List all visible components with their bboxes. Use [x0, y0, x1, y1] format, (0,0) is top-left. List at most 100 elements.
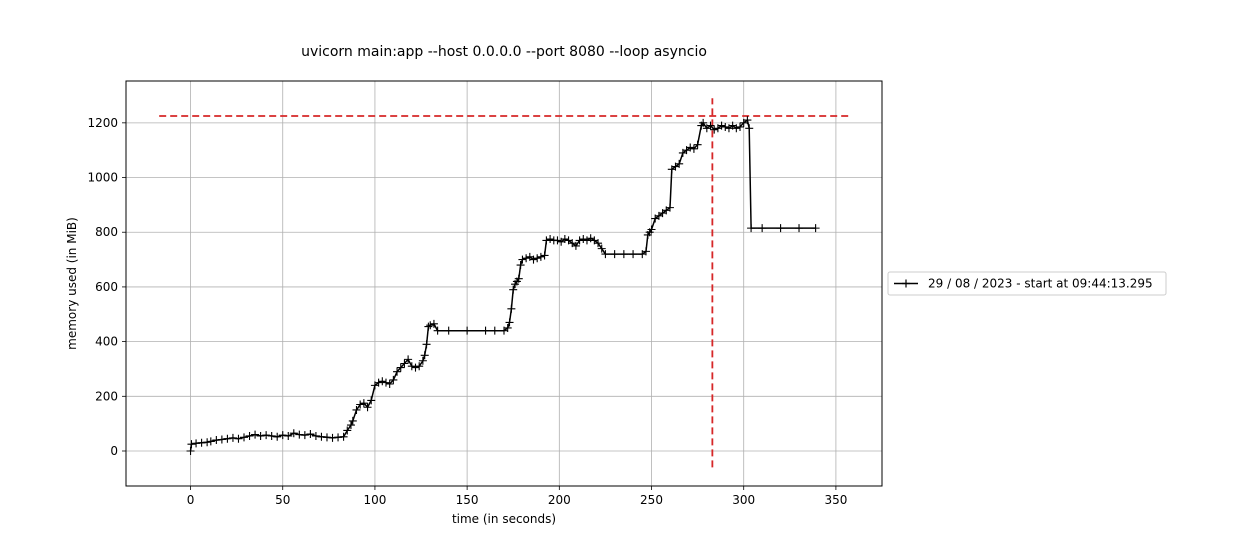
plot-area: 0 50 100 150 200 250 300 350 0 200 400 600 800 1000 1…	[87, 80, 883, 507]
data-point-marker	[529, 255, 538, 264]
legend: 29 / 08 / 2023 - start at 09:44:13.295	[887, 271, 1167, 296]
data-point-marker	[348, 416, 357, 425]
data-point-marker	[223, 434, 232, 443]
data-point-marker	[509, 285, 518, 294]
data-point-marker	[533, 254, 542, 263]
data-point-marker	[217, 435, 226, 444]
data-point-marker	[560, 235, 569, 244]
data-point-marker	[343, 426, 352, 435]
x-tick-label: 150	[456, 493, 479, 507]
data-point-marker	[240, 433, 249, 442]
data-point-marker	[381, 378, 390, 387]
data-point-marker	[747, 224, 756, 233]
axes-background	[126, 81, 882, 486]
data-point-marker	[187, 440, 196, 449]
data-point-marker	[758, 224, 767, 233]
data-point-marker	[647, 225, 656, 234]
data-point-marker	[186, 446, 195, 455]
data-point-marker	[710, 125, 719, 134]
data-point-marker	[426, 321, 435, 330]
data-point-marker	[546, 235, 555, 244]
data-point-marker	[553, 236, 562, 245]
data-point-marker	[400, 359, 409, 368]
data-point-marker	[463, 326, 472, 335]
data-point-marker	[717, 121, 726, 130]
data-point-marker	[367, 396, 376, 405]
data-point-marker	[311, 431, 320, 440]
data-point-marker	[776, 224, 785, 233]
data-point-marker	[699, 118, 708, 127]
data-point-marker	[811, 224, 820, 233]
chart-title: uvicorn main:app --host 0.0.0.0 --port 8…	[301, 44, 707, 60]
data-point-marker	[407, 362, 416, 371]
data-point-marker	[359, 399, 368, 408]
x-tick-label: 350	[824, 493, 847, 507]
y-tick-label: 1000	[87, 171, 118, 185]
data-point-marker	[396, 363, 405, 372]
data-point-marker	[516, 261, 525, 270]
data-point-marker	[411, 363, 420, 372]
data-point-marker	[522, 254, 531, 263]
data-point-marker	[404, 355, 413, 364]
data-point-marker	[736, 122, 745, 131]
data-point-marker	[363, 403, 372, 412]
x-tick-label: 250	[640, 493, 663, 507]
data-point-marker	[422, 340, 431, 349]
data-point-marker	[518, 255, 527, 264]
data-point-marker	[352, 405, 361, 414]
data-point-marker	[385, 379, 394, 388]
data-point-marker	[393, 367, 402, 376]
data-point-marker	[542, 236, 551, 245]
data-point-marker	[374, 378, 383, 387]
data-point-marker	[579, 235, 588, 244]
data-point-marker	[693, 140, 702, 149]
data-point-marker	[256, 431, 265, 440]
data-point-marker	[420, 351, 429, 360]
grid	[126, 81, 882, 486]
x-axis-label: time (in seconds)	[452, 512, 556, 526]
data-point-marker	[267, 431, 276, 440]
reference-lines	[159, 98, 849, 468]
data-point-marker	[444, 326, 453, 335]
y-tick-label: 200	[95, 389, 118, 403]
legend-series-label: 29 / 08 / 2023 - start at 09:44:13.295	[928, 277, 1153, 291]
y-tick-label: 0	[110, 444, 118, 458]
data-point-marker	[721, 122, 730, 131]
data-point-marker	[732, 124, 741, 133]
data-point-marker	[594, 239, 603, 248]
legend-series-marker	[902, 279, 910, 288]
data-point-marker	[536, 252, 545, 261]
data-point-marker	[665, 203, 674, 212]
legend-frame	[887, 271, 1167, 296]
axes-frame	[125, 80, 883, 487]
data-point-marker	[575, 236, 584, 245]
data-point-marker	[418, 356, 427, 365]
data-point-marker	[689, 144, 698, 153]
data-point-marker	[503, 323, 512, 332]
data-point-marker	[641, 247, 650, 256]
x-tick-label: 0	[187, 493, 195, 507]
data-point-marker	[245, 431, 254, 440]
data-point-marker	[490, 326, 499, 335]
data-point-marker	[346, 421, 355, 430]
series-layer	[186, 116, 820, 455]
data-point-marker	[424, 322, 433, 331]
data-point-marker	[507, 304, 516, 313]
data-point-marker	[505, 318, 514, 327]
data-point-marker	[601, 250, 610, 259]
data-point-marker	[540, 251, 549, 260]
data-point-marker	[356, 400, 365, 409]
data-point-marker	[629, 250, 638, 259]
data-point-marker	[306, 430, 315, 439]
data-point-marker	[571, 241, 580, 250]
data-point-marker	[597, 244, 606, 253]
data-point-marker	[300, 431, 309, 440]
x-tick-label: 300	[732, 493, 755, 507]
y-tick-label: 400	[95, 335, 118, 349]
data-point-marker	[481, 326, 490, 335]
x-tick-label: 100	[363, 493, 386, 507]
data-point-marker	[514, 274, 523, 283]
x-tick-label: 50	[275, 493, 290, 507]
data-point-marker	[619, 250, 628, 259]
data-point-marker	[743, 116, 752, 125]
